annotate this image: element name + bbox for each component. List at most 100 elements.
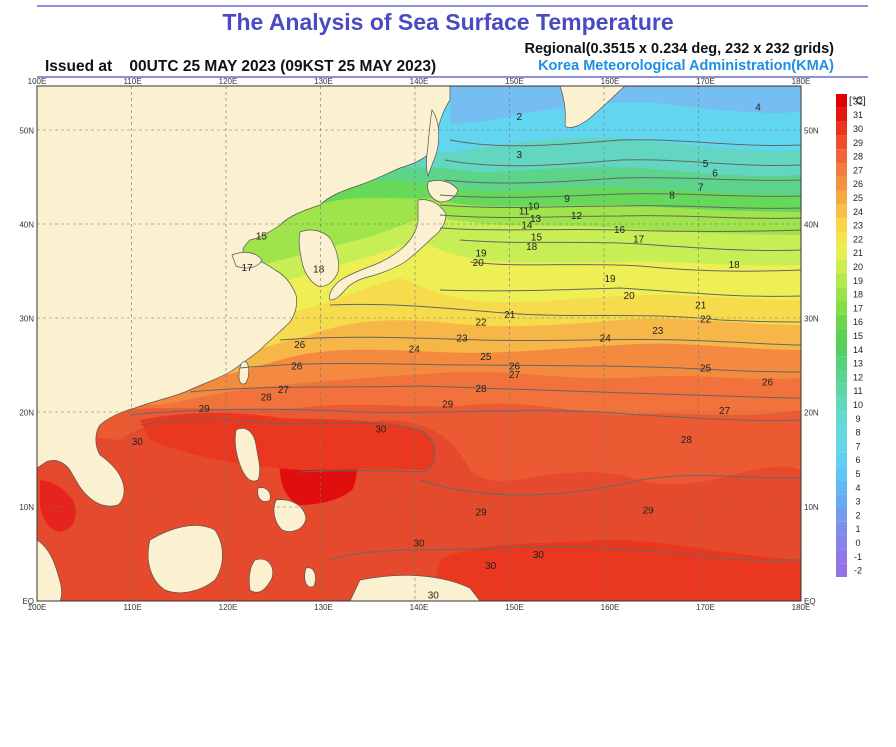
regional-text: Regional(0.3515 x 0.234 deg, 232 x 232 g…	[525, 41, 835, 57]
lat-label-right: 20N	[804, 409, 819, 418]
lat-label-left: 30N	[19, 315, 34, 324]
colorbar-label: 17	[853, 303, 863, 313]
colorbar-label: 7	[855, 441, 860, 451]
colorbar-label: 20	[853, 262, 863, 272]
lat-label-right: 10N	[804, 503, 819, 512]
colorbar-label: 23	[853, 221, 863, 231]
colorbar-label: 5	[855, 469, 860, 479]
colorbar-labels: 3231302928272625242322212019181716151413…	[853, 96, 863, 575]
lon-label-bottom: 140E	[410, 603, 429, 612]
colorbar-label: 3	[855, 497, 860, 507]
colorbar-swatch	[836, 370, 847, 384]
lon-label-top: 140E	[410, 77, 429, 86]
latitude-labels-right: EQ 10N 20N 30N 40N 50N	[804, 126, 819, 606]
land-newguinea	[349, 574, 481, 601]
colorbar-swatch	[836, 163, 847, 177]
colorbar-label: 0	[855, 538, 860, 548]
colorbar: [℃] 323130292827262524232221201918171615…	[836, 94, 866, 577]
contour-label: 29	[476, 508, 488, 519]
contour-label: 23	[652, 326, 664, 337]
colorbar-label: 26	[853, 179, 863, 189]
contour-label: 21	[695, 300, 707, 311]
contour-label: 29	[442, 399, 454, 410]
contour-label: 14	[521, 220, 533, 231]
hot-pool-south	[430, 539, 801, 601]
contour-label: 19	[476, 249, 488, 260]
colorbar-swatch	[836, 508, 847, 522]
contour-label: 15	[256, 232, 268, 243]
colorbar-swatch	[836, 425, 847, 439]
colorbar-swatch	[836, 494, 847, 508]
colorbar-label: 22	[853, 234, 863, 244]
contour-label: 26	[509, 362, 521, 373]
colorbar-swatch	[836, 259, 847, 274]
colorbar-label: 6	[855, 455, 860, 465]
colorbar-swatch	[836, 94, 847, 108]
colorbar-swatch	[836, 480, 847, 495]
colorbar-swatch	[836, 452, 847, 467]
grid-lines	[37, 86, 801, 601]
colorbar-label: 29	[853, 138, 863, 148]
colorbar-label: 16	[853, 317, 863, 327]
colorbar-swatch	[836, 314, 847, 329]
colorbar-label: -2	[854, 566, 862, 576]
lon-label-bottom: 170E	[696, 603, 715, 612]
colorbar-label: 31	[853, 110, 863, 120]
lat-label-left: 40N	[19, 220, 34, 229]
hot-pool-west	[40, 480, 76, 532]
colorbar-swatch	[836, 342, 847, 357]
colorbar-label: 4	[855, 483, 860, 493]
colorbar-swatch	[836, 190, 847, 205]
colorbar-swatch	[836, 466, 847, 481]
lat-label-right: 50N	[804, 126, 819, 135]
colorbar-label: 8	[855, 428, 860, 438]
colorbar-label: 11	[853, 386, 862, 396]
colorbar-label: 25	[853, 193, 863, 203]
colorbar-swatch	[836, 218, 847, 232]
lon-label-top: 160E	[601, 77, 620, 86]
colorbar-unit: [℃]	[849, 96, 866, 107]
contour-label: 18	[729, 260, 741, 271]
colorbar-swatch	[836, 397, 847, 412]
lon-label-bottom: 180E	[792, 603, 811, 612]
land-japan	[329, 199, 447, 301]
lat-label-left: 10N	[19, 503, 34, 512]
colorbar-label: 27	[853, 165, 863, 175]
lon-label-top: 170E	[696, 77, 715, 86]
contour-label: 13	[530, 214, 542, 225]
colorbar-swatch	[836, 301, 847, 315]
colorbar-label: 19	[853, 276, 863, 286]
land-luzon	[234, 428, 261, 482]
lon-label-bottom: 120E	[219, 603, 238, 612]
colorbar-swatch	[836, 176, 847, 191]
colorbar-swatch	[836, 287, 847, 301]
contour-label: 25	[480, 352, 492, 363]
land-taiwan	[238, 361, 250, 385]
colorbar-swatch	[836, 107, 847, 122]
lon-label-bottom: 100E	[28, 603, 47, 612]
land-halmahera	[304, 567, 316, 588]
land-shandong	[231, 251, 263, 269]
land-korea	[298, 229, 339, 287]
contour-label: 28	[261, 393, 273, 404]
lon-label-top: 120E	[219, 77, 238, 86]
contour-label: 30	[375, 425, 387, 436]
lat-label-right: 30N	[804, 315, 819, 324]
lon-label-bottom: 110E	[123, 603, 141, 612]
colorbar-label: -1	[854, 552, 862, 562]
contour-label: 27	[278, 385, 290, 396]
colorbar-label: 9	[855, 414, 860, 424]
contour-label: 27	[509, 370, 521, 381]
contour-label: 2	[516, 112, 522, 123]
colorbar-swatch	[836, 245, 847, 260]
lon-label-top: 130E	[314, 77, 333, 86]
agency-text: Korea Meteorological Administration(KMA)	[538, 58, 834, 74]
colorbar-swatches	[836, 94, 847, 577]
contour-label: 24	[600, 333, 612, 344]
lat-label-right: EQ	[804, 597, 816, 606]
colorbar-swatch	[836, 273, 847, 288]
contour-label: 30	[413, 539, 425, 550]
colorbar-label: 14	[853, 345, 863, 355]
colorbar-label: 28	[853, 152, 863, 162]
